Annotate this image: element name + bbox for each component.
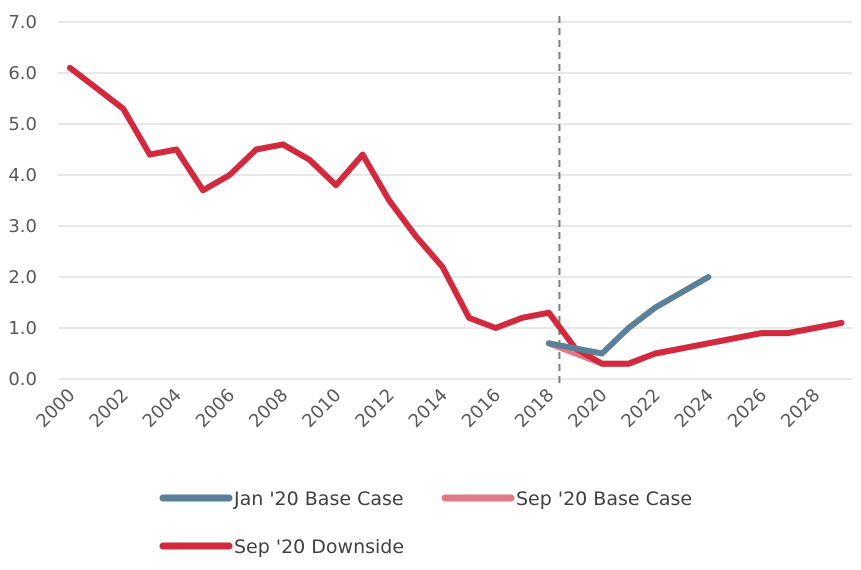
x-tick-label: 2024 bbox=[671, 385, 718, 432]
y-tick-label: 6.0 bbox=[8, 63, 37, 84]
series-line-0 bbox=[545, 274, 712, 357]
x-tick-label: 2014 bbox=[405, 385, 452, 432]
x-axis-tick-labels: 2000 2002 2004 2006 2008 2010 2012 2014 2016 2018… bbox=[32, 385, 824, 432]
x-tick-label: 2002 bbox=[85, 385, 132, 432]
series-line-2 bbox=[67, 64, 845, 367]
y-axis-tick-labels: 0.0 1.0 2.0 3.0 4.0 5.0 6.0 7.0 bbox=[8, 12, 37, 390]
y-tick-label: 7.0 bbox=[8, 12, 37, 33]
legend: Jan '20 Base Case Sep '20 Base Case Sep '2… bbox=[159, 488, 692, 558]
x-tick-label: 2018 bbox=[511, 385, 558, 432]
y-tick-label: 1.0 bbox=[8, 318, 37, 339]
x-tick-label: 2028 bbox=[777, 385, 824, 432]
x-tick-label: 2006 bbox=[192, 385, 239, 432]
x-tick-label: 2008 bbox=[245, 385, 292, 432]
x-tick-label: 2016 bbox=[458, 385, 505, 432]
legend-label: Jan '20 Base Case bbox=[233, 488, 404, 510]
legend-label: Sep '20 Downside bbox=[234, 536, 404, 558]
x-tick-label: 2012 bbox=[351, 385, 398, 432]
legend-label: Sep '20 Base Case bbox=[516, 488, 692, 510]
series-lines bbox=[67, 64, 845, 367]
gridlines bbox=[58, 21, 852, 380]
x-tick-label: 2010 bbox=[298, 385, 345, 432]
x-tick-label: 2000 bbox=[32, 385, 79, 432]
x-tick-label: 2020 bbox=[564, 385, 611, 432]
x-tick-label: 2026 bbox=[724, 385, 771, 432]
x-tick-label: 2004 bbox=[139, 385, 186, 432]
y-tick-label: 5.0 bbox=[8, 114, 37, 135]
y-tick-label: 4.0 bbox=[8, 165, 37, 186]
y-tick-label: 3.0 bbox=[8, 216, 37, 237]
y-tick-label: 2.0 bbox=[8, 267, 37, 288]
x-tick-label: 2022 bbox=[617, 385, 664, 432]
y-tick-label: 0.0 bbox=[8, 369, 37, 390]
